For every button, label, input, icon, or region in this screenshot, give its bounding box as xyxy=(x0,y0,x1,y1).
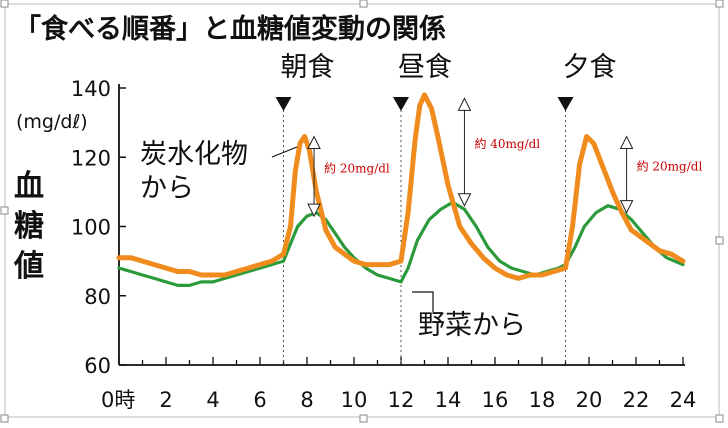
x-tick-label-9: 18 xyxy=(529,388,556,412)
meal-marker-icon-2 xyxy=(557,97,574,111)
series-line-carb-first xyxy=(116,92,686,281)
resize-handle-right[interactable] xyxy=(715,236,724,245)
meal-markers: 朝食 昼食 夕食 xyxy=(275,52,617,365)
meal-label-2: 夕食 xyxy=(563,52,617,83)
resize-handle-bottom-left[interactable] xyxy=(0,414,9,423)
resize-handle-bottom-right[interactable] xyxy=(715,414,724,423)
x-tick-label-2: 4 xyxy=(206,388,219,412)
x-tick-label-6: 12 xyxy=(388,388,415,412)
chart-title: 「食べる順番」と血糖値変動の関係 xyxy=(14,13,446,45)
x-tick-label-10: 20 xyxy=(576,388,603,412)
meal-label-1: 昼食 xyxy=(398,52,452,83)
x-tick-label-1: 2 xyxy=(159,388,172,412)
resize-handle-left[interactable] xyxy=(0,206,9,215)
y-axis-label: 血糖値 xyxy=(13,169,44,284)
x-tick-label-11: 22 xyxy=(623,388,650,412)
x-tick-label-3: 6 xyxy=(253,388,266,412)
annotation-label-0: 約 20mg/dl xyxy=(324,160,390,175)
meal-marker-icon-1 xyxy=(393,97,409,111)
y-axis-label-char-1: 糖 xyxy=(14,209,44,244)
annotation-arrow-up-icon-2 xyxy=(619,135,634,149)
annotation-arrow-down-icon-1 xyxy=(457,193,472,207)
x-tick-label-4: 8 xyxy=(300,388,313,412)
series-label-carb-line2: から xyxy=(140,173,194,204)
y-tick-label-140: 140 xyxy=(71,77,111,101)
annotation-arrow-down-icon-2 xyxy=(619,200,634,214)
y-tick-label-100: 100 xyxy=(71,216,111,240)
annotation-label-2: 約 20mg/dl xyxy=(637,159,703,174)
series-label-veg: 野菜から xyxy=(418,310,526,341)
annotation-label-1: 約 40mg/dl xyxy=(474,136,540,151)
series-label-carb-line1: 炭水化物 xyxy=(140,139,248,170)
y-unit: (mg/dℓ) xyxy=(16,111,88,133)
x-tick-label-12: 24 xyxy=(670,388,697,412)
resize-handle-top-left[interactable] xyxy=(0,0,9,8)
meal-marker-icon-0 xyxy=(275,97,292,111)
resize-handle-top-right[interactable] xyxy=(715,0,724,8)
y-tick-label-120: 120 xyxy=(71,146,111,170)
series-label-veg-leader xyxy=(412,291,434,312)
x-tick-label-7: 14 xyxy=(435,388,462,412)
y-axis-label-char-0: 血 xyxy=(14,169,44,204)
y-axis-label-char-2: 値 xyxy=(13,249,44,284)
y-tick-label-80: 80 xyxy=(84,285,111,309)
meal-label-0: 朝食 xyxy=(281,52,335,83)
series-layer xyxy=(116,92,686,287)
series-line-veg-first xyxy=(117,200,685,287)
annotation-layer: 約 20mg/dl 約 40mg/dl 約 20mg/dl xyxy=(307,97,703,218)
annotation-arrow-up-icon-1 xyxy=(457,97,472,111)
series-label-carb-leader xyxy=(271,146,298,158)
x-tick-label-5: 10 xyxy=(341,388,368,412)
resize-handle-top[interactable] xyxy=(359,0,368,8)
y-tick-label-60: 60 xyxy=(84,354,111,378)
annotation-arrow-down-icon-0 xyxy=(307,203,321,218)
x-tick-label-0: 0時 xyxy=(101,388,135,412)
annotation-arrow-up-icon-0 xyxy=(307,135,321,149)
resize-handle-bottom[interactable] xyxy=(359,414,368,423)
x-tick-label-8: 16 xyxy=(482,388,509,412)
